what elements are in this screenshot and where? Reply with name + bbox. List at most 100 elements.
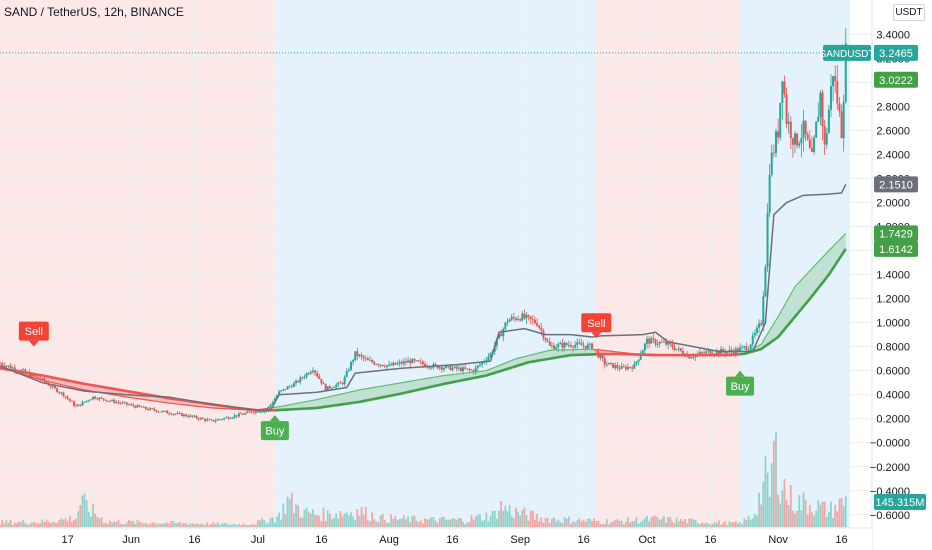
candle: [208, 418, 211, 421]
candle-body: [127, 404, 130, 406]
candle-body: [631, 367, 634, 369]
candle: [466, 368, 469, 371]
volume-bar: [371, 512, 374, 527]
volume-bar: [654, 515, 657, 527]
candle: [138, 404, 141, 408]
volume-bars: [0, 432, 847, 527]
volume-bar: [555, 521, 557, 527]
volume-bar: [698, 524, 701, 527]
volume-bar: [347, 515, 350, 527]
candle: [161, 409, 164, 413]
candle-body: [417, 360, 420, 362]
candle: [125, 402, 128, 407]
volume-bar: [223, 523, 226, 527]
candle: [536, 318, 539, 327]
candle: [62, 391, 65, 398]
volume-bar: [686, 523, 689, 527]
candle: [774, 128, 777, 158]
candle: [187, 414, 190, 419]
candle-body: [337, 382, 340, 385]
trend-zone-bullish: [274, 0, 597, 528]
candle-body: [438, 367, 441, 369]
candle-body: [455, 366, 458, 369]
candle: [787, 112, 790, 134]
volume-bar: [153, 522, 156, 527]
candle-body: [411, 359, 414, 364]
candle-body: [256, 411, 259, 413]
candle-body: [199, 418, 202, 420]
volume-bar: [732, 522, 735, 527]
candle: [320, 378, 323, 386]
volume-bar: [618, 520, 621, 527]
candle-body: [428, 366, 431, 368]
candle-body: [223, 418, 226, 420]
volume-bar: [121, 523, 124, 527]
volume-bar: [584, 521, 587, 527]
candle: [66, 394, 69, 401]
candle: [56, 387, 59, 393]
candle-body: [157, 411, 160, 413]
candle: [624, 364, 627, 372]
signal-sell: Sell: [18, 321, 49, 347]
candle-body: [366, 358, 369, 361]
candle-body: [271, 402, 274, 405]
volume-bar: [134, 523, 137, 527]
candle: [531, 314, 534, 326]
candle-body: [136, 405, 139, 408]
candle: [400, 359, 403, 366]
candle-body: [770, 152, 773, 175]
volume-bar: [140, 522, 143, 527]
candle: [502, 327, 505, 342]
candle-body: [70, 400, 73, 402]
candle: [70, 400, 73, 402]
volume-bar: [675, 517, 678, 527]
candle: [189, 413, 192, 418]
candle-body: [675, 349, 678, 351]
candle: [144, 406, 147, 411]
candle: [407, 356, 410, 363]
volume-bar: [527, 520, 530, 527]
time-axis-bg: [0, 528, 872, 550]
volume-bar: [466, 522, 469, 527]
x-tick-labels: 17 Jun 16 Jul 16 Aug 16 Sep 16 Oct 16 Nov 16: [62, 534, 848, 546]
candle: [453, 365, 456, 369]
x-tick-label: 17: [62, 534, 74, 546]
volume-bar: [335, 513, 338, 527]
volume-bar: [671, 521, 674, 527]
volume-bar: [191, 523, 194, 527]
volume-bar: [331, 519, 333, 527]
candle: [199, 416, 202, 421]
candle-body: [582, 345, 585, 347]
volume-bar: [430, 517, 433, 527]
volume-bar: [206, 522, 209, 527]
candle: [373, 360, 376, 366]
fast-ma-line-segment: [0, 366, 275, 411]
candle-body: [189, 415, 192, 417]
candle: [574, 341, 577, 351]
candle: [616, 361, 619, 371]
candle-body: [303, 376, 306, 378]
candle: [637, 359, 640, 366]
x-tick-label: Jun: [122, 534, 140, 546]
volume-bar: [128, 520, 130, 527]
volume-bar: [290, 492, 293, 527]
candle-body: [595, 349, 598, 352]
volume-bar: [32, 521, 35, 527]
candle: [559, 341, 562, 345]
volume-bar: [813, 515, 815, 527]
candle: [115, 400, 118, 405]
volume-bar: [305, 507, 308, 527]
currency-selector[interactable]: USDT: [893, 4, 925, 21]
candle-body: [677, 348, 680, 350]
candle: [500, 329, 503, 337]
slow-ma-line-segment: [739, 248, 847, 356]
candle: [75, 403, 78, 407]
candle-body: [7, 365, 10, 367]
volume-bar: [83, 493, 86, 527]
signal-buy: Buy: [726, 370, 755, 396]
volume-bar: [724, 520, 727, 527]
candle-body: [679, 348, 682, 351]
volume-bar: [498, 510, 500, 527]
volume-bar: [56, 523, 58, 527]
